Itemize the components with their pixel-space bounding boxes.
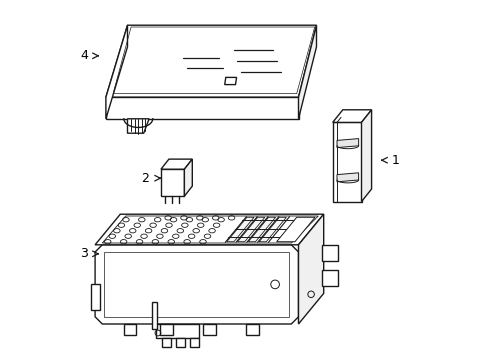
Polygon shape	[224, 77, 236, 85]
Polygon shape	[298, 214, 323, 324]
Polygon shape	[95, 245, 298, 324]
Polygon shape	[276, 217, 314, 242]
Polygon shape	[106, 97, 298, 119]
Polygon shape	[336, 139, 358, 148]
Polygon shape	[156, 324, 199, 338]
Polygon shape	[106, 25, 127, 119]
Polygon shape	[95, 214, 323, 245]
Text: 3: 3	[80, 247, 88, 260]
Polygon shape	[332, 122, 361, 202]
Polygon shape	[332, 110, 371, 122]
Polygon shape	[160, 324, 172, 335]
Polygon shape	[190, 338, 199, 347]
Polygon shape	[203, 324, 215, 335]
Polygon shape	[246, 324, 258, 335]
Polygon shape	[248, 217, 275, 242]
Polygon shape	[176, 338, 184, 347]
Polygon shape	[127, 119, 149, 133]
Polygon shape	[298, 25, 316, 119]
Polygon shape	[259, 217, 286, 242]
Polygon shape	[321, 270, 337, 286]
Text: 2: 2	[141, 172, 149, 185]
Polygon shape	[184, 159, 192, 196]
Polygon shape	[361, 110, 371, 202]
Polygon shape	[321, 245, 337, 261]
Text: 1: 1	[391, 154, 399, 167]
Polygon shape	[161, 338, 170, 347]
Polygon shape	[152, 302, 157, 329]
Polygon shape	[161, 169, 184, 196]
Polygon shape	[161, 159, 192, 169]
Polygon shape	[106, 25, 316, 97]
Polygon shape	[91, 284, 101, 310]
Text: 4: 4	[80, 49, 88, 62]
Polygon shape	[336, 173, 358, 182]
Polygon shape	[226, 217, 254, 242]
Polygon shape	[123, 324, 136, 335]
Polygon shape	[237, 217, 264, 242]
